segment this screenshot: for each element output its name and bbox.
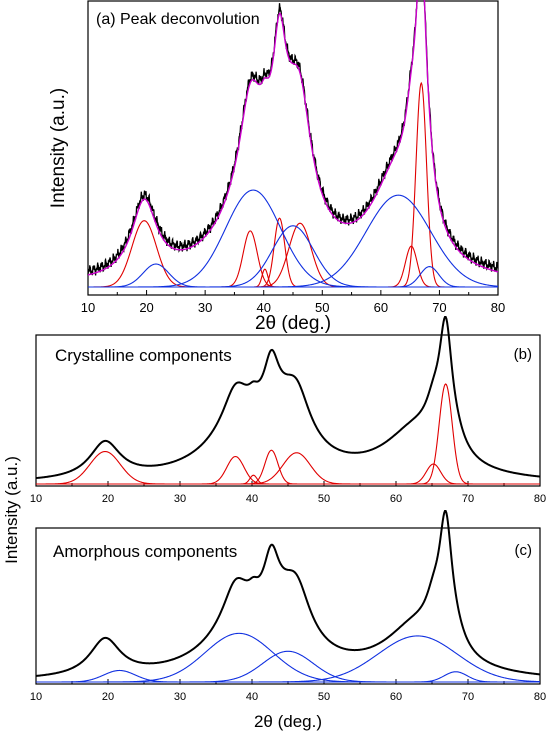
x-tick-label-c-10: 10 <box>30 691 42 703</box>
x-tick-label-c-50: 50 <box>318 691 330 703</box>
component-amorphous-c-4 <box>36 671 540 683</box>
x-tick-label-b-80: 80 <box>534 493 546 505</box>
series-fit-a <box>87 0 499 276</box>
shared-y-axis-label: Intensity (a.u.) <box>2 456 21 564</box>
x-tick-label-a-70: 70 <box>432 300 446 315</box>
x-tick-label-c-80: 80 <box>534 691 546 703</box>
panel-a-x-ticks: 10 20 30 40 50 60 70 80 <box>81 290 505 315</box>
component-amorphous-c-3 <box>36 635 541 683</box>
component-amorphous-a-3 <box>88 194 499 288</box>
x-tick-label-a-30: 30 <box>198 300 212 315</box>
component-crystalline-b-0 <box>36 450 540 485</box>
x-tick-label-b-50: 50 <box>318 493 330 505</box>
panel-a-y-axis-label: Intensity (a.u.) <box>48 88 69 208</box>
series-total-c <box>35 509 541 677</box>
x-tick-label-c-60: 60 <box>390 691 402 703</box>
panel-b: 10 20 30 40 50 60 70 80 (b) Crystalline compone… <box>30 315 546 505</box>
component-crystalline-b-1 <box>36 455 540 485</box>
x-tick-label-b-70: 70 <box>462 493 474 505</box>
x-tick-label-a-50: 50 <box>315 300 329 315</box>
panel-c-x-axis-label: 2θ (deg.) <box>254 712 322 731</box>
component-amorphous-c-2 <box>36 650 540 683</box>
panel-c-x-ticks: 10 20 30 40 50 60 70 80 <box>30 679 546 703</box>
series-total-b <box>35 315 541 480</box>
x-tick-label-b-60: 60 <box>390 493 402 505</box>
x-tick-label-a-40: 40 <box>256 300 270 315</box>
component-crystalline-a-1 <box>88 230 498 288</box>
x-tick-label-c-20: 20 <box>102 691 114 703</box>
x-tick-label-c-30: 30 <box>174 691 186 703</box>
panel-a-curves <box>87 0 499 288</box>
component-crystalline-a-4 <box>88 222 498 288</box>
component-crystalline-b-4 <box>36 452 540 485</box>
panel-c: 10 20 30 40 50 60 70 80 (c) Amorphous component… <box>30 509 546 731</box>
panel-b-curves <box>35 315 541 485</box>
x-tick-label-b-10: 10 <box>30 493 42 505</box>
panel-a-x-axis-label: 2θ (deg.) <box>255 313 331 334</box>
panel-b-x-ticks: 10 20 30 40 50 60 70 80 <box>30 481 546 505</box>
x-tick-label-b-40: 40 <box>246 493 258 505</box>
panel-b-title: Crystalline components <box>55 346 232 365</box>
panel-a: 10 20 30 40 50 60 70 80 (a) Peak deconvolution … <box>48 0 505 334</box>
panel-c-title: Amorphous components <box>53 542 237 561</box>
x-tick-label-c-40: 40 <box>246 691 258 703</box>
component-crystalline-b-6 <box>36 383 540 485</box>
panel-b-label: (b) <box>514 346 532 363</box>
x-tick-label-b-30: 30 <box>174 493 186 505</box>
x-tick-label-a-10: 10 <box>81 300 95 315</box>
panel-a-label: (a) Peak deconvolution <box>96 11 260 28</box>
panel-c-label: (c) <box>515 542 533 559</box>
x-tick-label-a-80: 80 <box>491 300 505 315</box>
x-tick-label-c-70: 70 <box>462 691 474 703</box>
component-crystalline-b-3 <box>36 449 540 485</box>
component-amorphous-a-4 <box>88 266 498 288</box>
x-tick-label-b-20: 20 <box>102 493 114 505</box>
component-crystalline-b-5 <box>36 463 540 485</box>
component-amorphous-c-0 <box>36 669 540 683</box>
panel-c-curves <box>35 509 541 683</box>
x-tick-label-a-20: 20 <box>139 300 153 315</box>
x-tick-label-a-60: 60 <box>374 300 388 315</box>
panel-a-frame <box>87 0 499 296</box>
